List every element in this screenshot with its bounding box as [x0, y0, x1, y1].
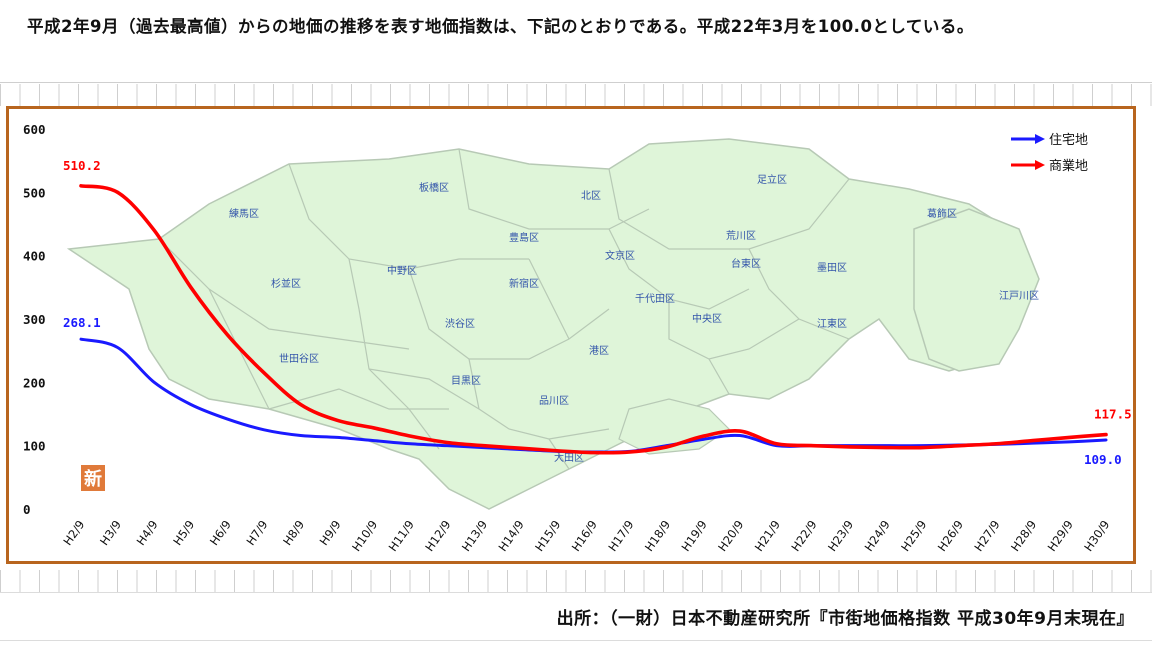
x-tick-label: H30/9 — [1081, 518, 1112, 554]
map-badge: 新 — [81, 465, 105, 491]
x-tick-label: H29/9 — [1045, 518, 1076, 554]
x-tick-label: H13/9 — [459, 518, 490, 554]
x-tick-label: H4/9 — [134, 518, 161, 548]
ward-boundary — [748, 248, 850, 340]
map-land — [66, 138, 1030, 510]
row-divider — [0, 640, 1152, 641]
ward-boundary — [468, 358, 610, 440]
map-land-east — [913, 208, 1040, 372]
ward-label: 品川区 — [539, 395, 569, 407]
ward-boundary — [708, 358, 730, 395]
ward-label: 世田谷区 — [279, 353, 319, 365]
ward-boundary — [268, 388, 449, 410]
ward-label: 板橋区 — [419, 181, 449, 194]
ward-boundary — [548, 438, 570, 470]
ward-label: 千代田区 — [635, 293, 675, 305]
legend-label: 商業地 — [1049, 158, 1088, 174]
ward-label: 江東区 — [817, 317, 847, 330]
data-labels: 510.2 268.1 117.5 109.0 — [63, 158, 1132, 467]
y-axis: 0 100 200 300 400 500 600 — [23, 122, 46, 517]
ward-label: 江戸川区 — [999, 290, 1039, 302]
x-tick-label: H10/9 — [349, 518, 380, 554]
series-line — [79, 184, 1108, 455]
x-tick-label: H11/9 — [386, 518, 417, 554]
data-label: 510.2 — [63, 158, 101, 173]
x-tick-label: H18/9 — [642, 518, 673, 554]
legend-entry: 住宅地 — [1011, 133, 1088, 148]
x-tick-label: H12/9 — [422, 518, 453, 554]
ward-label: 北区 — [581, 190, 601, 202]
ward-label: 葛飾区 — [927, 207, 957, 220]
x-tick-label: H3/9 — [97, 518, 124, 548]
x-tick-label: H28/9 — [1008, 518, 1039, 554]
x-tick-label: H22/9 — [788, 518, 819, 554]
ward-label: 荒川区 — [726, 230, 756, 242]
x-tick-label: H2/9 — [60, 518, 87, 548]
ward-label: 大田区 — [554, 451, 584, 464]
x-tick-label: H19/9 — [679, 518, 710, 554]
data-label: 117.5 — [1094, 407, 1132, 422]
y-tick-label: 600 — [23, 122, 46, 137]
x-tick-label: H16/9 — [569, 518, 600, 554]
ward-boundary — [368, 368, 480, 410]
x-tick-label: H25/9 — [898, 518, 929, 554]
chart-frame: 足立区北区 板橋区練馬区 葛飾区荒川区 豊島区文京区台東区 墨田区 中野区杉並区 新宿区江戸… — [6, 106, 1136, 564]
x-tick-label: H14/9 — [495, 518, 526, 554]
data-label: 109.0 — [1084, 452, 1122, 467]
bottom-ruler — [0, 570, 1152, 592]
y-tick-label: 400 — [23, 249, 46, 264]
ward-boundary — [408, 268, 610, 360]
ward-label: 墨田区 — [817, 262, 847, 274]
intro-text: 平成2年9月（過去最高値）からの地価の推移を表す地価指数は、下記のとおりである。… — [10, 17, 974, 36]
ward-boundary — [528, 258, 570, 340]
x-tick-label: H15/9 — [532, 518, 563, 554]
source-citation: 出所：（一財）日本不動産研究所『市街地価格指数 平成30年9月末現在』 — [556, 609, 1134, 629]
y-tick-label: 300 — [23, 312, 46, 327]
top-divider — [0, 82, 1152, 83]
ward-label: 台東区 — [731, 257, 761, 270]
ward-boundary — [158, 238, 410, 350]
ward-label: 港区 — [589, 345, 609, 357]
x-tick-label: H5/9 — [170, 518, 197, 548]
y-tick-label: 500 — [23, 185, 46, 200]
top-ruler — [0, 84, 1152, 106]
y-tick-label: 0 — [23, 502, 31, 517]
ward-label: 文京区 — [605, 249, 635, 262]
x-tick-label: H8/9 — [280, 518, 307, 548]
map-badge-text: 新 — [84, 468, 102, 490]
ward-label: 練馬区 — [229, 207, 259, 220]
x-tick-label: H7/9 — [243, 518, 270, 548]
ward-boundary — [608, 168, 850, 250]
x-tick-label: H26/9 — [935, 518, 966, 554]
legend-label: 住宅地 — [1049, 133, 1088, 148]
series-lines — [79, 184, 1108, 455]
x-tick-label: H24/9 — [862, 518, 893, 554]
data-label: 268.1 — [63, 315, 101, 330]
ward-label: 杉並区 — [271, 277, 301, 290]
x-tick-label: H23/9 — [825, 518, 856, 554]
x-tick-label: H9/9 — [317, 518, 344, 548]
x-axis: H2/9 H3/9 H4/9 H5/9 H6/9 H7/9 H8/9 H9/9 H10/9 H11… — [60, 518, 1112, 554]
x-tick-label: H20/9 — [715, 518, 746, 554]
ward-label: 中野区 — [387, 264, 417, 277]
ward-label: 渋谷区 — [445, 317, 475, 330]
x-tick-label: H21/9 — [752, 518, 783, 554]
ward-label: 豊島区 — [509, 231, 539, 244]
ward-label: 中央区 — [692, 312, 722, 325]
x-tick-label: H27/9 — [971, 518, 1002, 554]
y-tick-label: 100 — [23, 439, 46, 454]
legend-entry: 商業地 — [1011, 158, 1088, 174]
ward-label: 目黒区 — [451, 375, 481, 387]
y-tick-label: 200 — [23, 375, 46, 390]
x-tick-label: H17/9 — [605, 518, 636, 554]
ward-label: 足立区 — [757, 173, 787, 186]
ward-boundary — [458, 148, 650, 230]
ward-label: 新宿区 — [509, 277, 539, 290]
row-divider — [0, 592, 1152, 593]
ward-boundary — [288, 163, 529, 270]
x-tick-label: H6/9 — [207, 518, 234, 548]
